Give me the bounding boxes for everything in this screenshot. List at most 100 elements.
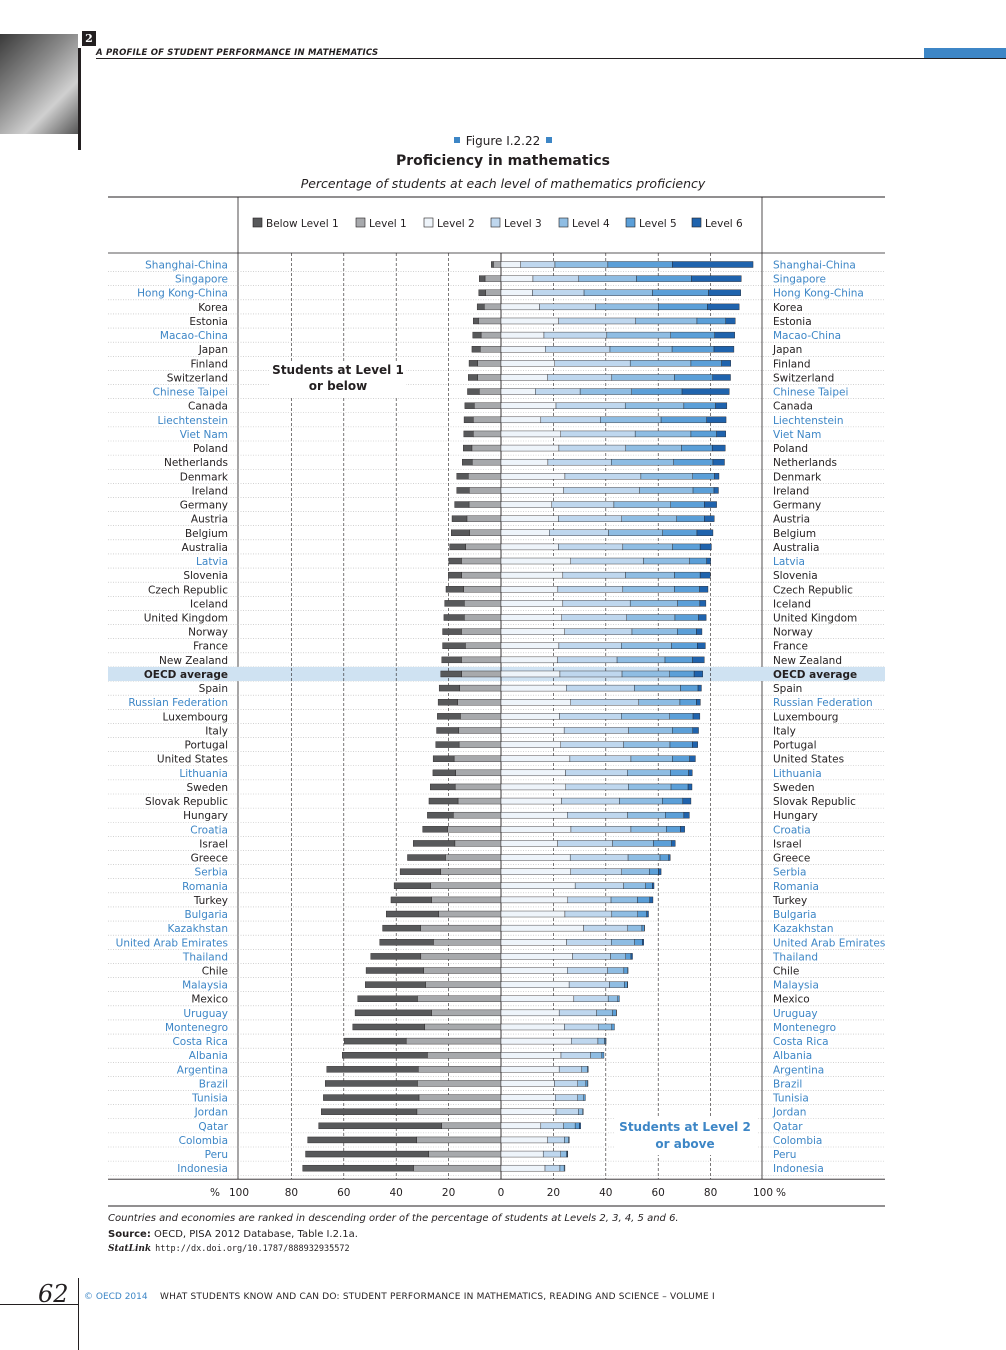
bar-united-states-level-5 (672, 755, 690, 762)
bar-israel-level-1 (454, 840, 502, 847)
bar-latvia-level-3 (570, 557, 644, 565)
bar-united-states-level-3 (569, 755, 632, 762)
bar-denmark-below-level-1 (456, 473, 469, 480)
bar-costa-rica-level-2 (500, 1037, 572, 1045)
bar-united-kingdom-level-1 (464, 614, 502, 621)
bar-colombia-below-level-1 (307, 1136, 417, 1144)
bar-belgium-level-4 (608, 529, 663, 536)
bar-bulgaria-level-5 (637, 910, 647, 918)
bar-qatar-below-level-1 (318, 1122, 442, 1130)
bar-switzerland-level-6 (712, 374, 731, 381)
bar-turkey-level-4 (610, 896, 638, 904)
bar-iceland-below-level-1 (444, 600, 465, 607)
bar-costa-rica-level-4 (597, 1037, 605, 1045)
bar-costa-rica-level-1 (405, 1037, 502, 1045)
footer-book-title: WHAT STUDENTS KNOW AND CAN DO: STUDENT P… (160, 1292, 715, 1302)
statlink-url[interactable]: http://dx.doi.org/10.1787/888932935572 (155, 1244, 350, 1254)
bar-france-level-5 (671, 642, 698, 649)
bar-oecd-average-level-6 (693, 670, 703, 678)
country-label-right-kazakhstan: Kazakhstan (773, 923, 834, 935)
bar-finland-level-6 (721, 360, 731, 367)
bar-kazakhstan-below-level-1 (382, 924, 421, 932)
bar-shanghai-china-level-5 (607, 261, 673, 268)
statlink[interactable]: StatLink http://dx.doi.org/10.1787/888932… (108, 1244, 350, 1254)
bar-australia-level-4 (622, 543, 673, 551)
bar-viet-nam-level-5 (690, 430, 717, 438)
bar-thailand-level-2 (500, 953, 573, 960)
footer-rule-h (0, 1304, 78, 1305)
bar-luxembourg-level-5 (669, 713, 694, 720)
country-label-left-australia: Australia (182, 542, 228, 554)
bar-netherlands-level-5 (673, 458, 714, 466)
bar-germany-level-2 (500, 501, 553, 508)
bar-brazil-level-1 (417, 1080, 502, 1087)
bar-finland-level-5 (690, 360, 722, 367)
bar-czech-republic-level-5 (674, 586, 700, 593)
bar-albania-level-2 (500, 1052, 562, 1059)
bar-france-below-level-1 (442, 642, 466, 649)
bar-romania-level-5 (645, 882, 653, 889)
bar-latvia-level-4 (643, 557, 690, 565)
bar-estonia-level-4 (635, 317, 698, 325)
bar-serbia-level-3 (570, 868, 622, 875)
bar-colombia-level-1 (416, 1136, 502, 1144)
annotation-left-line1: Students at Level 1 (272, 363, 404, 377)
bar-new-zealand-level-2 (500, 656, 558, 664)
country-label-right-new-zealand: New Zealand (773, 655, 842, 667)
legend-swatch-below-level-1 (252, 217, 263, 228)
bar-australia-level-5 (672, 543, 701, 551)
bar-germany-level-6 (704, 501, 717, 508)
bar-canada-level-1 (474, 402, 502, 409)
bar-argentina-level-5 (587, 1066, 589, 1073)
bar-uruguay-level-4 (596, 1009, 613, 1017)
bar-albania-level-1 (427, 1052, 502, 1059)
bar-new-zealand-below-level-1 (441, 656, 462, 664)
bar-malaysia-level-1 (425, 981, 502, 988)
bar-singapore-level-4 (578, 275, 637, 282)
bar-spain-level-6 (697, 684, 702, 692)
bar-iceland-level-4 (629, 600, 678, 607)
bar-united-states-level-1 (453, 755, 502, 762)
bar-italy-level-6 (692, 727, 699, 734)
bar-ireland-below-level-1 (456, 487, 470, 494)
country-label-left-costa-rica: Costa Rica (172, 1036, 228, 1048)
bar-czech-republic-level-2 (500, 586, 559, 593)
country-label-left-finland: Finland (190, 358, 228, 370)
bar-malaysia-level-5 (624, 981, 628, 988)
bar-kazakhstan-level-1 (420, 924, 502, 932)
bar-new-zealand-level-5 (664, 656, 693, 664)
bar-macao-china-level-1 (480, 331, 502, 339)
country-label-left-poland: Poland (193, 443, 228, 455)
country-label-left-russian-federation: Russian Federation (128, 697, 228, 709)
country-label-left-luxembourg: Luxembourg (163, 711, 228, 723)
country-label-left-viet-nam: Viet Nam (180, 429, 228, 441)
bar-albania-level-5 (601, 1052, 605, 1059)
country-label-right-italy: Italy (773, 725, 796, 737)
country-label-left-albania: Albania (189, 1050, 228, 1062)
bar-united-arab-emirates-level-1 (433, 939, 502, 946)
bar-japan-level-6 (713, 346, 735, 353)
legend-swatch-level-4 (558, 217, 569, 228)
country-label-right-turkey: Turkey (772, 895, 807, 907)
bar-thailand-level-6 (630, 953, 633, 960)
bar-uruguay-level-1 (431, 1009, 502, 1017)
bar-latvia-below-level-1 (448, 557, 462, 565)
bar-belgium-level-6 (696, 529, 714, 536)
bar-spain-level-2 (500, 684, 567, 692)
bar-united-kingdom-level-6 (698, 614, 707, 621)
bar-chile-level-4 (607, 967, 625, 974)
bar-brazil-below-level-1 (324, 1080, 418, 1087)
bar-viet-nam-below-level-1 (463, 430, 474, 438)
bar-slovenia-level-6 (699, 571, 711, 579)
annotation-left-line2: or below (309, 379, 368, 393)
bar-russian-federation-level-5 (679, 699, 697, 706)
country-label-right-hungary: Hungary (773, 810, 818, 822)
bar-peru-below-level-1 (305, 1150, 429, 1158)
legend-label-level-1: Level 1 (369, 218, 407, 230)
bar-luxembourg-level-4 (621, 713, 670, 720)
bar-italy-level-4 (628, 727, 673, 734)
bar-japan-level-4 (609, 346, 673, 353)
bar-denmark-level-4 (640, 473, 693, 480)
bar-israel-level-3 (557, 840, 613, 847)
bar-norway-level-6 (696, 628, 703, 635)
